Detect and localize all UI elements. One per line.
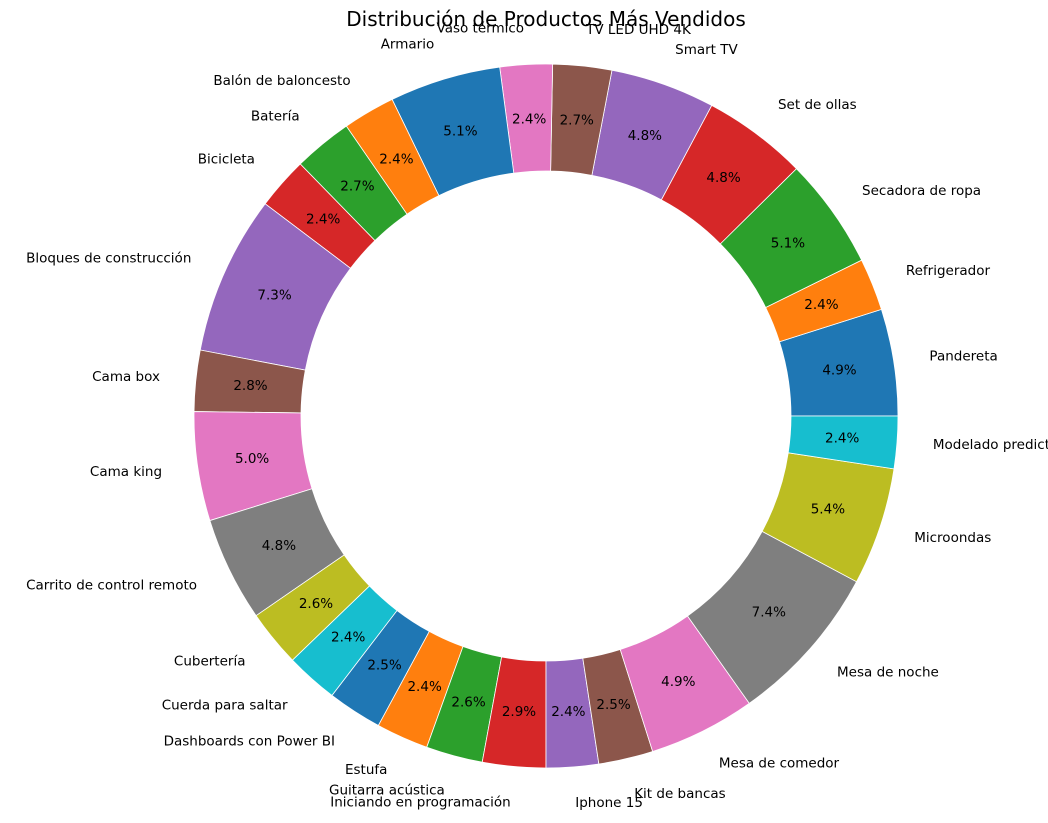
slice-category-label: Microondas	[914, 530, 991, 546]
slice-percent-label: 5.1%	[771, 236, 805, 252]
slice-percent-label: 2.7%	[560, 113, 594, 129]
slice-category-label: Refrigerador	[906, 263, 991, 279]
slice-category-label: Estufa	[345, 762, 387, 778]
slice-category-label: Bicicleta	[198, 151, 255, 167]
slice-category-label: Mesa de comedor	[719, 755, 840, 771]
slice-category-label: Secadora de ropa	[862, 183, 981, 199]
slice-category-label: Vaso térmico	[437, 21, 525, 37]
slice-percent-label: 7.3%	[257, 287, 291, 303]
slice-percent-label: 2.6%	[299, 596, 333, 612]
slice-percent-label: 2.4%	[379, 151, 413, 167]
slice-percent-label: 2.6%	[451, 695, 485, 711]
slice-category-label: Iphone 15	[575, 795, 643, 811]
slice-percent-label: 2.5%	[596, 697, 630, 713]
slice-percent-label: 2.7%	[340, 179, 374, 195]
slice-category-label: Carrito de control remoto	[26, 578, 197, 594]
slice-category-label: Pandereta	[929, 349, 997, 365]
slice-percent-label: 2.4%	[551, 704, 585, 720]
slice-percent-label: 4.9%	[661, 674, 695, 690]
slice-category-label: TV LED UHD 4K	[585, 22, 692, 38]
slice-category-label: Cubertería	[174, 653, 246, 669]
slice-labels: Pandereta Refrigerador Secadora de ropa Set…	[26, 21, 1048, 811]
slice-percent-label: 7.4%	[752, 604, 786, 620]
slice-category-label: Dashboards con Power BI	[164, 734, 335, 750]
percent-labels: 4.9% 2.4% 5.1% 4.8% 4.8% 2.7% 2.4% 5.1% 2.4% 2.7%…	[233, 111, 859, 720]
slice-percent-label: 2.4%	[407, 679, 441, 695]
slice-percent-label: 4.8%	[628, 128, 662, 144]
slice-percent-label: 4.8%	[706, 170, 740, 186]
slice-percent-label: 2.9%	[502, 704, 536, 720]
slice-category-label: Balón de baloncesto	[213, 73, 350, 89]
slice-percent-label: 2.5%	[367, 657, 401, 673]
slice-category-label: Guitarra acústica	[329, 783, 445, 799]
slice-percent-label: 5.4%	[811, 502, 845, 518]
slice-percent-label: 5.0%	[235, 451, 269, 467]
slice-percent-label: 2.4%	[804, 297, 838, 313]
slice-category-label: Modelado predictivo	[933, 437, 1048, 453]
slice-category-label: Cuerda para saltar	[162, 697, 288, 713]
slice-category-label: Batería	[251, 108, 300, 124]
donut-slices	[193, 63, 899, 769]
slice-percent-label: 2.4%	[331, 630, 365, 646]
chart-title: Distribución de Productos Más Vendidos	[346, 7, 746, 31]
slice-percent-label: 2.8%	[233, 378, 267, 394]
slice-category-label: Kit de bancas	[634, 786, 725, 802]
slice-percent-label: 2.4%	[825, 430, 859, 446]
slice-category-label: Armario	[381, 36, 435, 52]
slice-percent-label: 5.1%	[443, 124, 477, 140]
slice-category-label: Cama box	[92, 369, 160, 385]
donut-slice	[787, 415, 899, 470]
slice-category-label: Mesa de noche	[837, 665, 939, 681]
slice-percent-label: 4.8%	[262, 538, 296, 554]
slice-percent-label: 2.4%	[512, 111, 546, 127]
slice-percent-label: 4.9%	[822, 362, 856, 378]
slice-category-label: Set de ollas	[778, 97, 857, 113]
slice-percent-label: 2.4%	[306, 212, 340, 228]
slice-category-label: Smart TV	[675, 42, 738, 58]
slice-category-label: Bloques de construcción	[26, 251, 191, 267]
slice-category-label: Cama king	[90, 464, 162, 480]
slice-category-label: Iniciando en programación	[330, 794, 510, 810]
